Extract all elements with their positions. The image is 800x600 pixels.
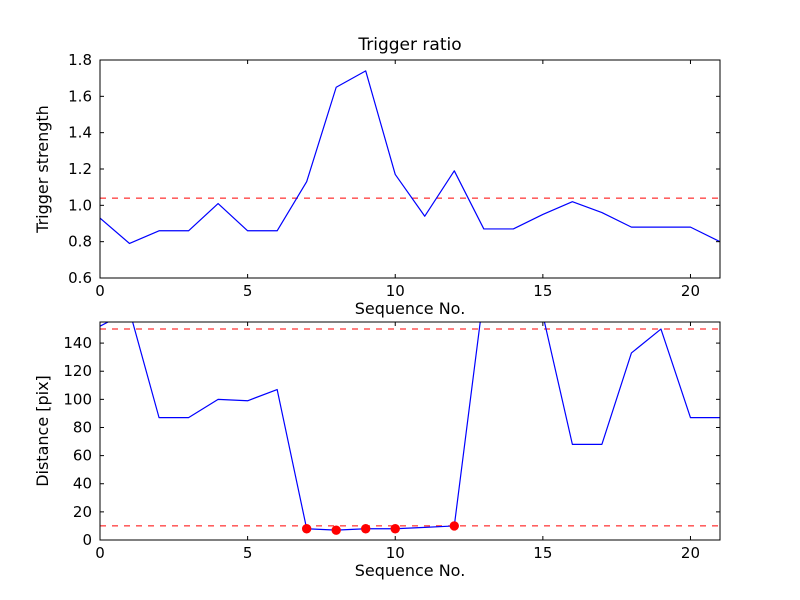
y-tick-label: 0.6 xyxy=(68,269,92,287)
y-tick-label: 140 xyxy=(63,334,92,352)
data-line-distance-pix xyxy=(100,322,720,531)
y-tick-label: 40 xyxy=(73,475,92,493)
x-tick-label: 5 xyxy=(243,282,253,300)
x-tick-label: 0 xyxy=(95,544,105,562)
x-tick-label: 20 xyxy=(681,544,700,562)
marker-dot xyxy=(331,525,341,535)
y-tick-label: 60 xyxy=(73,447,92,465)
axes-frame xyxy=(99,321,721,541)
x-axis-label: Sequence No. xyxy=(355,561,466,580)
y-tick-label: 1.6 xyxy=(68,87,92,105)
x-tick-label: 10 xyxy=(386,544,405,562)
y-tick-label: 100 xyxy=(63,390,92,408)
axes-background xyxy=(100,60,720,278)
y-tick-label: 20 xyxy=(73,503,92,521)
x-axis-label: Sequence No. xyxy=(355,299,466,318)
x-tick-label: 10 xyxy=(386,282,405,300)
x-tick-label: 15 xyxy=(533,282,552,300)
y-tick-label: 80 xyxy=(73,418,92,436)
data-line-trigger-strength xyxy=(100,70,720,245)
chart-title: Trigger ratio xyxy=(357,35,461,55)
y-tick-label: 1.4 xyxy=(68,124,92,142)
subplot-0: 0 5 10 15 20 0.6 0.8 1.0 1.2 1.4 1.6 1.8 Trigger rat… xyxy=(33,35,721,318)
marker-dot xyxy=(301,524,312,534)
marker-dot xyxy=(449,521,459,531)
x-tick-label: 15 xyxy=(533,544,552,562)
y-tick-label: 1.0 xyxy=(68,196,92,214)
x-tick-label: 0 xyxy=(95,282,105,300)
y-axis-label: Trigger strength xyxy=(33,105,52,234)
y-tick-label: 1.8 xyxy=(68,51,92,69)
x-tick-label: 5 xyxy=(243,544,253,562)
plot-area xyxy=(100,322,720,535)
x-tick-label: 20 xyxy=(681,282,700,300)
marker-dot xyxy=(361,524,371,534)
axes-background xyxy=(100,322,720,540)
y-axis-label: Distance [pix] xyxy=(33,375,52,487)
y-tick-label: 1.2 xyxy=(68,160,92,178)
y-tick-label: 0 xyxy=(82,531,92,549)
subplot-1: 0 5 10 15 20 0 20 40 60 80 100 120 140 Sequence No. Di… xyxy=(33,321,721,580)
y-tick-label: 120 xyxy=(63,362,92,380)
plot-area xyxy=(100,70,720,245)
marker-dot xyxy=(390,524,400,534)
y-tick-label: 0.8 xyxy=(68,233,92,251)
